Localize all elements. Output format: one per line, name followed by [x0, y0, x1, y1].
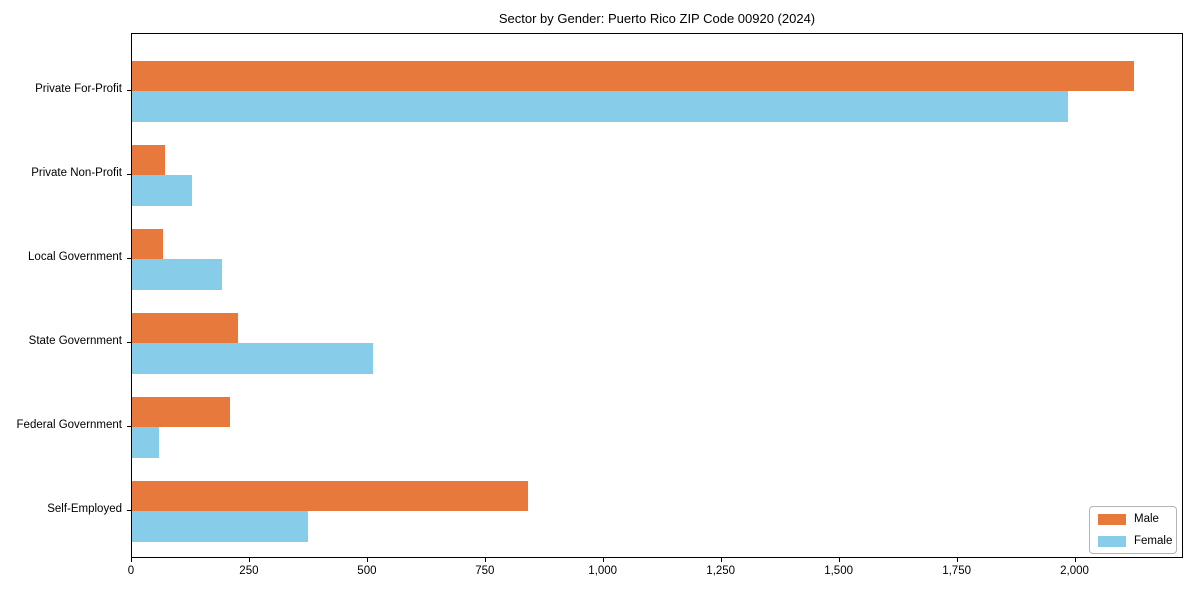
bar-female-private-non-profit: [132, 175, 193, 206]
ytick-mark: [127, 426, 131, 427]
bar-female-local-government: [132, 259, 222, 290]
chart-title: Sector by Gender: Puerto Rico ZIP Code 0…: [498, 11, 816, 26]
bar-male-private-for-profit: [132, 60, 1134, 91]
xtick-label-0: 0: [127, 565, 135, 577]
bar-male-federal-government: [132, 396, 230, 427]
ytick-label-self-employed: Self-Employed: [47, 503, 122, 515]
xtick-label-2-000: 2,000: [1060, 565, 1089, 577]
xtick-label-250: 250: [239, 565, 259, 577]
bar-female-self-employed: [132, 511, 308, 542]
bar-male-self-employed: [132, 480, 529, 511]
xtick-mark: [484, 558, 486, 562]
ytick-mark: [127, 174, 131, 175]
ytick-label-local-government: Local Government: [28, 251, 122, 263]
ytick-mark: [127, 342, 131, 343]
legend-label-female: Female: [1134, 535, 1173, 547]
xtick-label-1-500: 1,500: [824, 565, 853, 577]
bar-male-state-government: [132, 312, 239, 343]
xtick-mark: [248, 558, 250, 562]
legend-entry-female: Female: [1098, 535, 1172, 547]
bar-male-private-non-profit: [132, 144, 165, 175]
ytick-mark: [127, 90, 131, 91]
legend-swatch-female: [1098, 535, 1126, 547]
bar-male-local-government: [132, 228, 163, 259]
xtick-mark: [602, 558, 604, 562]
xtick-mark: [1074, 558, 1076, 562]
legend-entry-male: Male: [1098, 513, 1168, 525]
ytick-label-state-government: State Government: [28, 335, 122, 347]
ytick-label-federal-government: Federal Government: [16, 419, 122, 431]
legend-label-male: Male: [1134, 513, 1159, 525]
ytick-label-private-for-profit: Private For-Profit: [35, 83, 122, 95]
legend: Male Female: [1089, 506, 1177, 554]
xtick-label-1-250: 1,250: [706, 565, 736, 577]
xtick-mark: [131, 558, 132, 562]
xtick-mark: [720, 558, 722, 562]
legend-swatch-male: [1098, 513, 1126, 525]
bar-female-federal-government: [132, 427, 159, 458]
xtick-label-1-750: 1,750: [942, 565, 971, 577]
ytick-mark: [127, 510, 131, 511]
xtick-label-1-000: 1,000: [588, 565, 618, 577]
bar-female-state-government: [132, 343, 373, 374]
ytick-mark: [127, 258, 131, 259]
xtick-label-500: 500: [357, 565, 377, 577]
xtick-mark: [956, 558, 958, 562]
xtick-label-750: 750: [475, 565, 495, 577]
plot-area: [131, 33, 1183, 558]
ytick-label-private-non-profit: Private Non-Profit: [31, 167, 122, 179]
xtick-mark: [838, 558, 840, 562]
bar-female-private-for-profit: [132, 91, 1068, 122]
xtick-mark: [366, 558, 368, 562]
